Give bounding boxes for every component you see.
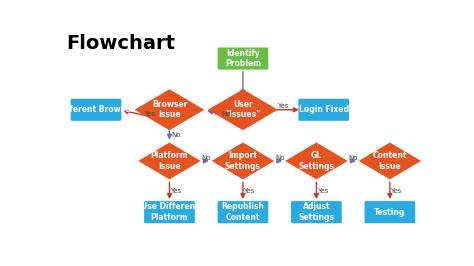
FancyBboxPatch shape (299, 99, 349, 121)
Polygon shape (138, 143, 201, 179)
Text: Login Fixed: Login Fixed (299, 105, 349, 114)
Polygon shape (212, 143, 274, 179)
Text: Yes: Yes (277, 103, 288, 109)
Text: Browser
Issue: Browser Issue (152, 100, 187, 119)
Text: No: No (348, 155, 358, 161)
FancyBboxPatch shape (291, 201, 342, 223)
Text: Identify
Problem: Identify Problem (225, 49, 261, 68)
Polygon shape (285, 143, 347, 179)
Text: Platform
Issue: Platform Issue (151, 151, 188, 171)
Text: Import
Settings: Import Settings (225, 151, 261, 171)
Text: No: No (171, 132, 181, 138)
Polygon shape (359, 143, 421, 179)
Text: Different Browser: Different Browser (57, 105, 135, 114)
Text: No: No (275, 155, 284, 161)
Text: Content
Issue: Content Issue (373, 151, 407, 171)
Polygon shape (208, 89, 278, 130)
FancyBboxPatch shape (218, 48, 268, 70)
Text: User
"Issues": User "Issues" (225, 100, 261, 119)
FancyBboxPatch shape (71, 99, 121, 121)
Text: Flowchart: Flowchart (66, 34, 175, 53)
Text: Yes: Yes (317, 188, 328, 194)
Text: Use Different
Platform: Use Different Platform (141, 202, 198, 222)
Polygon shape (135, 89, 204, 130)
Text: Testing: Testing (374, 208, 406, 217)
FancyBboxPatch shape (144, 201, 195, 223)
Text: Yes: Yes (244, 188, 255, 194)
Text: No: No (201, 155, 211, 161)
Text: Yes: Yes (144, 111, 155, 117)
Text: Republish
Content: Republish Content (221, 202, 264, 222)
Text: Yes: Yes (170, 188, 182, 194)
FancyBboxPatch shape (218, 201, 268, 223)
Text: No: No (222, 111, 231, 117)
FancyBboxPatch shape (365, 201, 415, 223)
Text: Adjust
Settings: Adjust Settings (299, 202, 334, 222)
Text: GL
Settings: GL Settings (299, 151, 334, 171)
Text: Yes: Yes (391, 188, 402, 194)
